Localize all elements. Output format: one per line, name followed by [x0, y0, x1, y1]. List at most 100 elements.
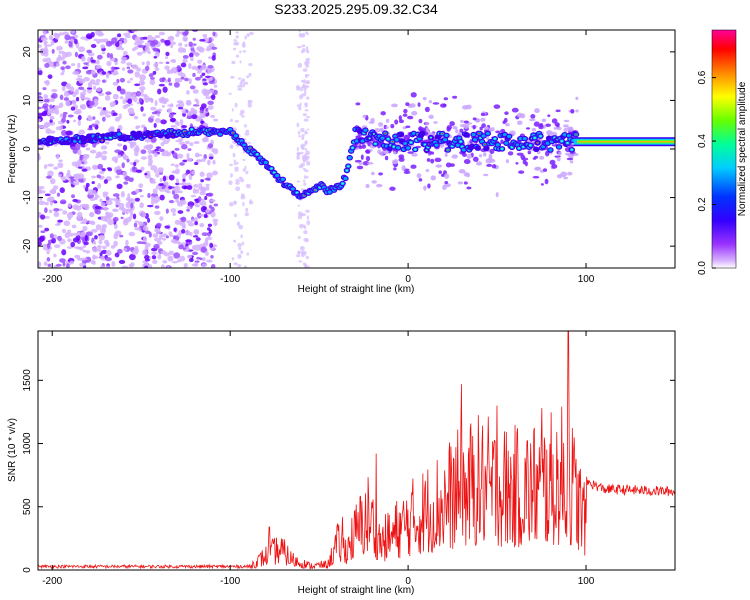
noise-blob	[564, 152, 571, 156]
noise-blob	[59, 258, 66, 263]
noise-blob	[107, 111, 112, 114]
ridge-core	[502, 132, 507, 137]
noise-blob	[42, 87, 47, 91]
noise-blob	[306, 175, 309, 179]
noise-blob	[53, 166, 59, 170]
noise-blob	[213, 221, 218, 227]
noise-blob	[483, 173, 489, 177]
noise-blob	[75, 97, 80, 102]
noise-blob	[60, 66, 66, 71]
noise-blob	[374, 127, 381, 133]
noise-blob	[304, 31, 308, 34]
noise-blob	[463, 123, 470, 129]
noise-blob	[242, 201, 245, 207]
noise-blob	[135, 90, 142, 97]
noise-blob	[71, 63, 76, 67]
noise-blob	[235, 54, 240, 58]
spectrogram-x-tick-label: 100	[578, 274, 595, 285]
noise-blob	[126, 80, 131, 84]
noise-blob	[38, 261, 42, 268]
noise-blob	[430, 151, 435, 155]
noise-blob	[230, 75, 235, 79]
noise-blob	[401, 165, 406, 171]
noise-blob	[150, 106, 157, 111]
noise-blob	[192, 244, 196, 251]
noise-blob	[44, 216, 51, 219]
noise-blob	[147, 217, 151, 223]
noise-blob	[96, 54, 103, 60]
noise-blob	[40, 230, 46, 234]
noise-blob	[444, 180, 449, 185]
noise-blob	[112, 112, 118, 116]
noise-blob	[77, 75, 83, 78]
noise-blob	[69, 260, 74, 265]
noise-blob	[44, 193, 51, 197]
ridge-peak	[447, 149, 449, 151]
noise-blob	[511, 107, 519, 113]
noise-blob	[158, 183, 164, 187]
noise-blob	[58, 56, 65, 61]
noise-blob	[426, 158, 431, 162]
noise-blob	[181, 144, 188, 150]
noise-blob	[119, 96, 124, 100]
noise-blob	[531, 127, 537, 132]
noise-blob	[233, 39, 238, 42]
noise-blob	[132, 47, 136, 52]
noise-blob	[189, 85, 196, 90]
noise-blob	[172, 152, 178, 159]
noise-blob	[393, 159, 399, 164]
noise-blob	[150, 165, 158, 171]
noise-blob	[385, 125, 389, 129]
noise-blob	[165, 56, 169, 60]
noise-blob	[305, 57, 311, 61]
noise-blob	[210, 94, 216, 101]
noise-blob	[92, 254, 96, 261]
noise-blob	[154, 51, 160, 58]
ridge-core	[228, 128, 233, 132]
noise-blob	[235, 31, 239, 34]
ridge-core	[507, 134, 512, 139]
noise-blob	[49, 119, 53, 123]
noise-blob	[185, 248, 190, 252]
noise-blob	[74, 51, 79, 58]
noise-blob	[237, 87, 243, 91]
noise-blob	[38, 67, 42, 71]
noise-blob	[302, 113, 307, 117]
noise-blob	[105, 40, 113, 47]
noise-blob	[230, 118, 233, 123]
noise-blob	[305, 64, 310, 68]
noise-blob	[418, 178, 423, 182]
noise-blob	[228, 92, 232, 95]
noise-blob	[61, 117, 67, 123]
noise-blob	[553, 126, 557, 130]
noise-blob	[133, 161, 137, 167]
noise-blob	[238, 246, 242, 251]
noise-blob	[234, 119, 240, 123]
noise-blob	[234, 169, 239, 172]
spectrogram-y-tick-label: 0	[22, 146, 33, 152]
noise-blob	[46, 122, 53, 126]
noise-blob	[239, 81, 243, 87]
noise-blob	[297, 62, 303, 68]
noise-blob	[122, 171, 128, 175]
noise-blob	[144, 230, 151, 234]
noise-blob	[114, 230, 122, 236]
noise-blob	[140, 106, 144, 112]
noise-blob	[70, 86, 75, 93]
ridge-core	[409, 141, 413, 144]
noise-blob	[521, 157, 529, 161]
noise-blob	[180, 62, 187, 68]
noise-blob	[380, 111, 386, 116]
noise-blob	[95, 224, 102, 231]
noise-blob	[390, 123, 395, 129]
noise-blob	[480, 117, 486, 122]
noise-blob	[168, 250, 174, 256]
noise-blob	[305, 80, 310, 84]
noise-blob	[402, 113, 408, 117]
noise-blob	[203, 213, 208, 219]
noise-blob	[78, 46, 86, 53]
noise-blob	[398, 119, 405, 124]
noise-blob	[201, 64, 207, 71]
noise-blob	[47, 110, 51, 116]
noise-blob	[142, 113, 147, 117]
